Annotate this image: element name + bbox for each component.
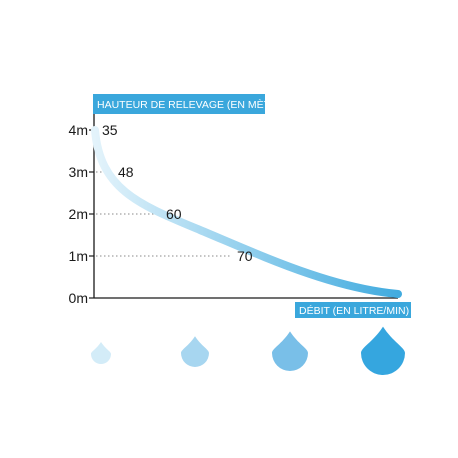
x-axis-title: DÉBIT (EN LITRE/MIN): [299, 304, 409, 317]
data-label: 35: [102, 122, 118, 138]
data-label: 70: [237, 248, 253, 264]
water-drop-icon: [361, 326, 405, 375]
y-axis-title: HAUTEUR DE RELEVAGE (EN MÈTRE): [97, 98, 288, 111]
flow-drops: [91, 326, 405, 375]
data-label: 48: [118, 164, 134, 180]
y-tick-label: 3m: [69, 164, 88, 180]
y-tick-label: 0m: [69, 290, 88, 306]
y-tick-label: 4m: [69, 122, 88, 138]
water-drop-icon: [272, 331, 308, 371]
y-axis-title-banner: [93, 94, 265, 114]
y-axis-ticks: 0m 1m 2m 3m 4m: [69, 122, 94, 306]
x-axis-title-banner: [295, 302, 411, 318]
data-labels: 35 48 60 70: [102, 122, 253, 264]
y-tick-label: 1m: [69, 248, 88, 264]
water-drop-icon: [91, 342, 111, 364]
y-tick-label: 2m: [69, 206, 88, 222]
water-drop-icon: [181, 336, 209, 367]
data-label: 60: [166, 206, 182, 222]
flow-curve: [91, 126, 402, 298]
